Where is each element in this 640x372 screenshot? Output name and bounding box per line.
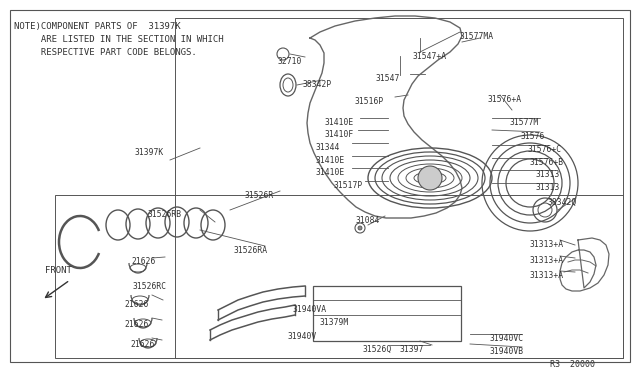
Text: 31940VB: 31940VB <box>490 347 524 356</box>
Text: 31410E: 31410E <box>325 118 355 127</box>
Text: 31397: 31397 <box>400 345 424 354</box>
Text: 38342Q: 38342Q <box>548 198 577 207</box>
Bar <box>175 18 623 358</box>
Circle shape <box>418 166 442 190</box>
Text: 31313+A: 31313+A <box>530 271 564 280</box>
Text: 21626: 21626 <box>130 340 154 349</box>
Text: 31410F: 31410F <box>325 130 355 139</box>
Text: 31313+A: 31313+A <box>530 240 564 249</box>
Text: 32710: 32710 <box>278 57 302 66</box>
Text: 31344: 31344 <box>316 143 340 152</box>
Text: 31526Q: 31526Q <box>363 345 392 354</box>
Text: 31410E: 31410E <box>316 168 345 177</box>
Text: FRONT: FRONT <box>45 266 72 275</box>
Text: 31576+B: 31576+B <box>530 158 564 167</box>
Bar <box>55 195 623 358</box>
Text: 31576: 31576 <box>521 132 545 141</box>
Text: 31517P: 31517P <box>334 181 364 190</box>
Text: 31576+C: 31576+C <box>528 145 562 154</box>
Text: ARE LISTED IN THE SECTION IN WHICH: ARE LISTED IN THE SECTION IN WHICH <box>14 35 223 44</box>
Text: 31516P: 31516P <box>355 97 384 106</box>
Text: 31313: 31313 <box>536 183 561 192</box>
Text: 31576+A: 31576+A <box>488 95 522 104</box>
Text: 31940VA: 31940VA <box>293 305 327 314</box>
Text: 21626: 21626 <box>131 257 156 266</box>
Text: 31526R: 31526R <box>245 191 275 200</box>
Text: 31547: 31547 <box>376 74 401 83</box>
Text: 21626: 21626 <box>124 320 148 329</box>
Text: 31547+A: 31547+A <box>413 52 447 61</box>
Text: 31084: 31084 <box>356 216 380 225</box>
Text: 31526RA: 31526RA <box>234 246 268 255</box>
Text: 31526RB: 31526RB <box>148 210 182 219</box>
Circle shape <box>358 226 362 230</box>
Text: 31379M: 31379M <box>320 318 349 327</box>
Text: 38342P: 38342P <box>303 80 332 89</box>
Text: 31577MA: 31577MA <box>460 32 494 41</box>
Text: 31940V: 31940V <box>288 332 317 341</box>
Text: 31577M: 31577M <box>510 118 540 127</box>
Bar <box>313 286 461 341</box>
Text: R3  20000: R3 20000 <box>550 360 595 369</box>
Text: 31940VC: 31940VC <box>490 334 524 343</box>
Text: 31313: 31313 <box>536 170 561 179</box>
Text: 31410E: 31410E <box>316 156 345 165</box>
Text: 31526RC: 31526RC <box>133 282 167 291</box>
Text: 31313+A: 31313+A <box>530 256 564 265</box>
Text: 21626: 21626 <box>124 300 148 309</box>
Text: NOTE)COMPONENT PARTS OF  31397K: NOTE)COMPONENT PARTS OF 31397K <box>14 22 180 31</box>
Text: 31397K: 31397K <box>135 148 164 157</box>
Text: RESPECTIVE PART CODE BELONGS.: RESPECTIVE PART CODE BELONGS. <box>14 48 196 57</box>
